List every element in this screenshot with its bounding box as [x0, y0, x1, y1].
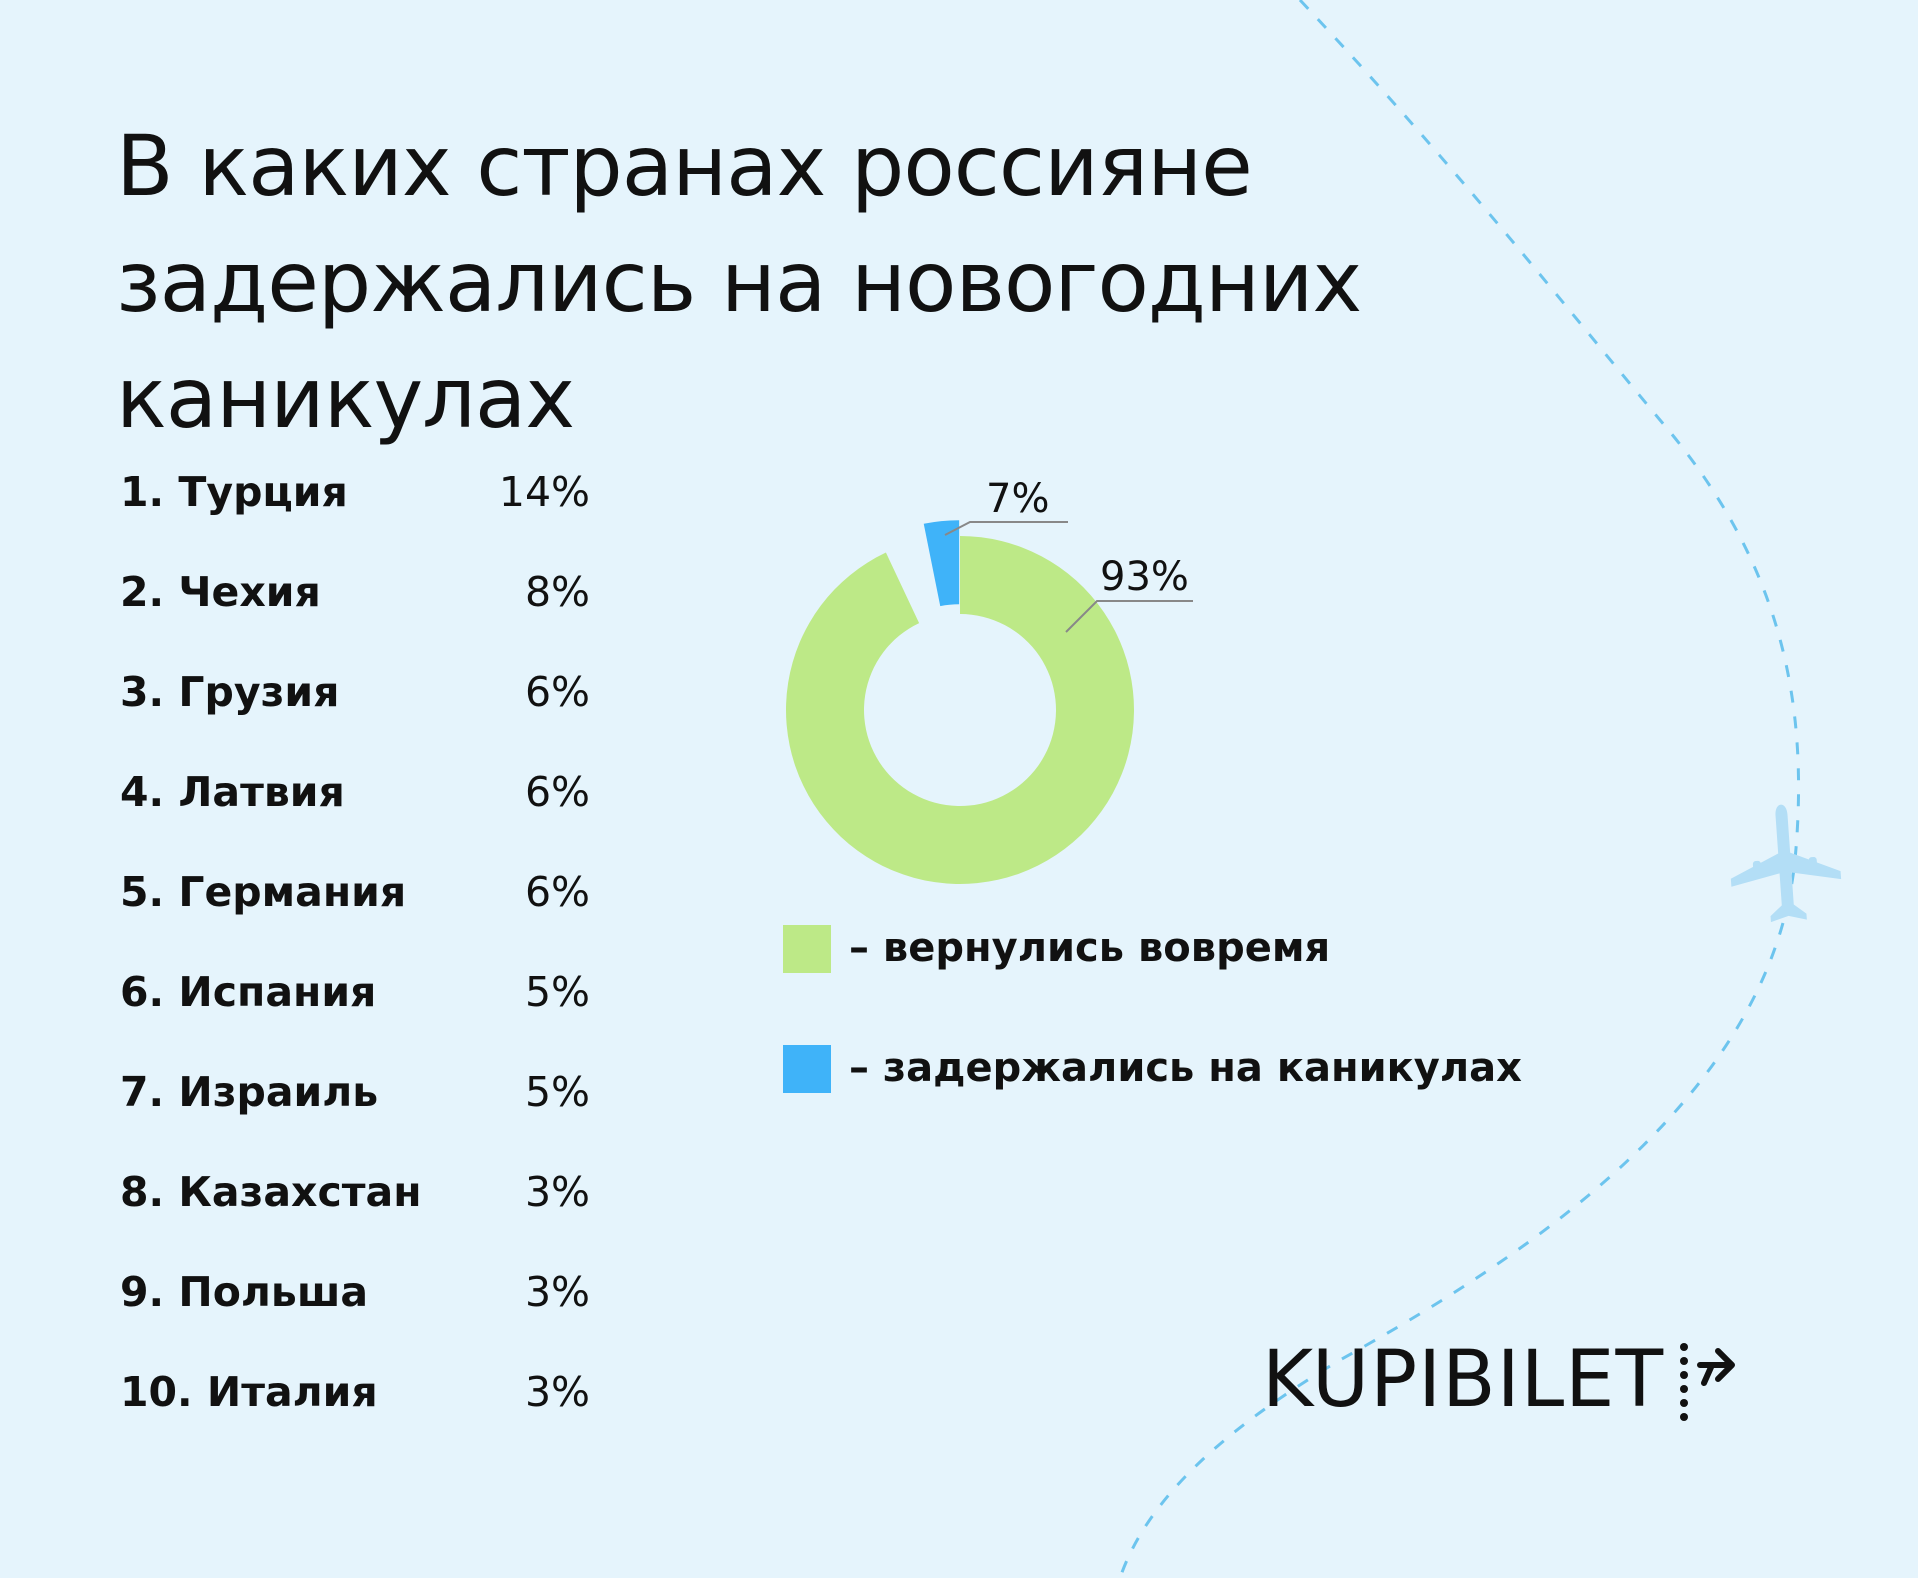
- donut-chart: 7% 93%: [785, 476, 1193, 884]
- ranking-country: 5. Германия: [120, 868, 407, 916]
- ranking-row: 4. Латвия 6%: [120, 760, 590, 860]
- data-label-on-time: 93%: [1100, 554, 1189, 600]
- ranking-percent: 6%: [524, 668, 590, 716]
- title-line-1: В каких странах россияне: [116, 117, 1253, 215]
- leader-line-on-time: [1065, 600, 1193, 633]
- ranking-country: 10. Италия: [120, 1368, 378, 1416]
- ranking-row: 10. Италия 3%: [120, 1360, 590, 1460]
- data-label-delayed: 7%: [986, 476, 1049, 522]
- ranking-row: 6. Испания 5%: [120, 960, 590, 1060]
- ranking-row: 7. Израиль 5%: [120, 1060, 590, 1160]
- legend-swatch-delayed: [783, 1045, 831, 1093]
- ranking-percent: 5%: [524, 1068, 590, 1116]
- ranking-row: 8. Казахстан 3%: [120, 1160, 590, 1260]
- ranking-country: 4. Латвия: [120, 768, 345, 816]
- donut-slice-on-time: [785, 536, 1134, 884]
- ranking-row: 1. Турция 14%: [120, 460, 590, 560]
- airplane-icon: [1730, 804, 1842, 923]
- country-ranking-list: 1. Турция 14% 2. Чехия 8% 3. Грузия 6% 4…: [120, 460, 590, 1460]
- ranking-country: 6. Испания: [120, 968, 377, 1016]
- ranking-country: 2. Чехия: [120, 568, 321, 616]
- ranking-country: 8. Казахстан: [120, 1168, 422, 1216]
- leader-line-delayed: [944, 521, 1068, 536]
- ranking-row: 2. Чехия 8%: [120, 560, 590, 660]
- ranking-percent: 14%: [498, 468, 590, 516]
- ranking-percent: 3%: [524, 1168, 590, 1216]
- ranking-row: 3. Грузия 6%: [120, 660, 590, 760]
- page-title: В каких странах россияне задержались на …: [116, 108, 1816, 456]
- ranking-percent: 3%: [524, 1268, 590, 1316]
- dotted-plane-logo-icon: [1680, 1343, 1736, 1421]
- ranking-country: 1. Турция: [120, 468, 348, 516]
- ranking-percent: 3%: [524, 1368, 590, 1416]
- logo-wordmark: KUPIBILET: [1262, 1335, 1665, 1425]
- ranking-percent: 6%: [524, 868, 590, 916]
- ranking-percent: 8%: [524, 568, 590, 616]
- kupibilet-logo: KUPIBILET: [1262, 1335, 1750, 1425]
- donut-slice-delayed: [923, 520, 960, 607]
- legend-label-on-time: – вернулись вовремя: [849, 925, 1331, 971]
- ranking-row: 9. Польша 3%: [120, 1260, 590, 1360]
- title-line-2: задержались на новогодних каникулах: [116, 233, 1362, 447]
- ranking-country: 3. Грузия: [120, 668, 340, 716]
- legend-swatch-on-time: [783, 925, 831, 973]
- legend-label-delayed: – задержались на каникулах: [849, 1045, 1522, 1091]
- flight-route-line: [1118, 0, 1801, 1578]
- ranking-country: 9. Польша: [120, 1268, 369, 1316]
- ranking-percent: 5%: [524, 968, 590, 1016]
- ranking-percent: 6%: [524, 768, 590, 816]
- ranking-row: 5. Германия 6%: [120, 860, 590, 960]
- ranking-country: 7. Израиль: [120, 1068, 379, 1116]
